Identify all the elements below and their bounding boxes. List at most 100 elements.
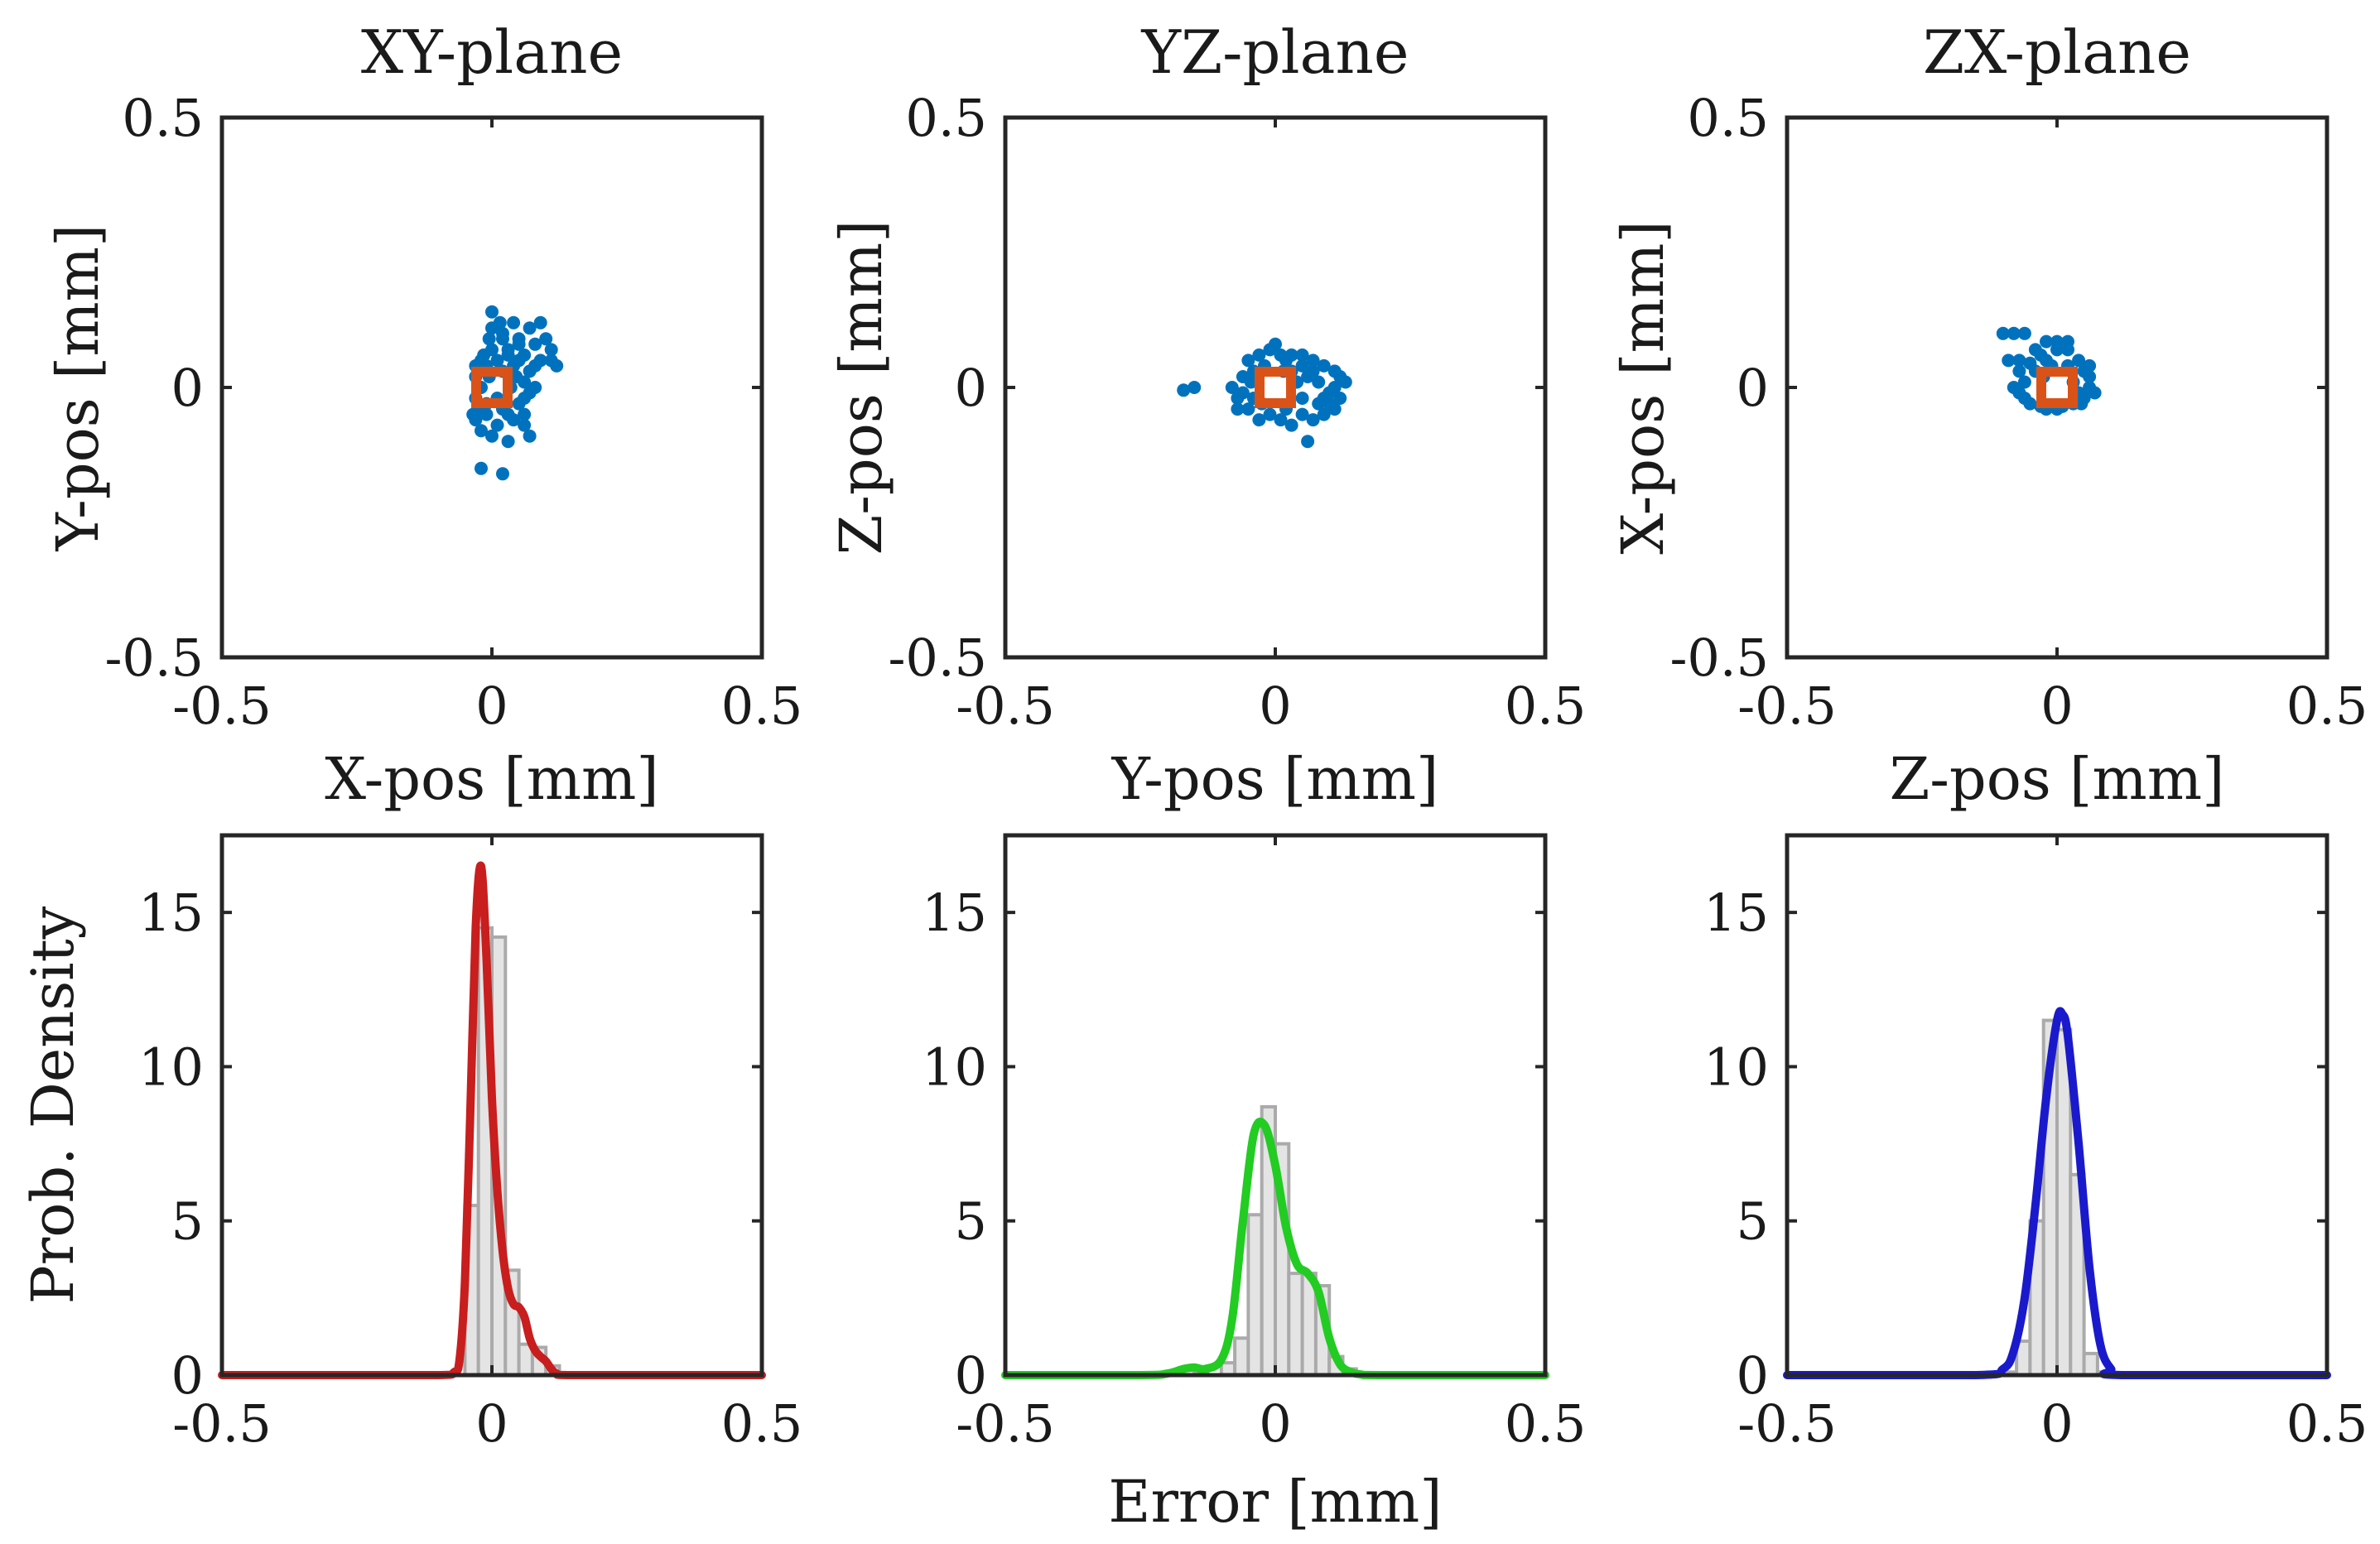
scatter-point [1274, 413, 1288, 427]
scatter-point [1241, 402, 1255, 416]
axes-frame [1003, 115, 1548, 660]
scatter-point [1295, 392, 1309, 405]
scatter-point [1996, 326, 2010, 340]
scatter-point [2050, 343, 2064, 357]
scatter-point [1231, 402, 1245, 416]
x-tick-label: -0.5 [1737, 1393, 1837, 1454]
scatter-point [485, 305, 499, 319]
scatter-point [518, 418, 532, 432]
scatter-point [496, 467, 509, 481]
y-tick-label: 5 [1737, 1191, 1769, 1252]
y-tick-label: 0 [171, 1345, 204, 1406]
y-tick-label: 0 [1737, 358, 1769, 418]
y-tick-label: 0.5 [122, 88, 204, 148]
y-tick-label: 0.5 [1687, 88, 1769, 148]
scatter-point [1177, 383, 1191, 397]
scatter-point [475, 461, 488, 475]
scatter-point [1306, 413, 1320, 427]
x-axis-label: Y-pos [mm] [1111, 745, 1439, 813]
x-tick-label: -0.5 [956, 1393, 1055, 1454]
scatter-point [528, 381, 542, 394]
y-tick-label: 5 [955, 1191, 987, 1252]
histogram-bar [1287, 1272, 1304, 1377]
axes-frame [219, 115, 764, 660]
x-tick-label: 0.5 [1505, 1393, 1587, 1454]
scatter-point [479, 407, 494, 421]
x-tick-label: -0.5 [172, 676, 272, 736]
scatter-point [507, 315, 521, 329]
scatter-point [550, 358, 564, 373]
scatter-point [482, 332, 496, 346]
scatter-point [1317, 358, 1331, 373]
scatter-panel-1: -0.5 0 0.5 -0.5 0 0.5 YZ-plane Y-pos [mm] Z-pos … [827, 17, 1586, 813]
scatter-point [1284, 418, 1298, 432]
scatter-point [1317, 392, 1331, 405]
scatter-panel-0: -0.5 0 0.5 -0.5 0 0.5 XY-plane X-pos [mm] Y-pos … [44, 17, 802, 813]
scatter-point [485, 321, 499, 335]
reference-marker [2036, 367, 2078, 408]
axes-frame [1785, 115, 2329, 660]
x-tick-label: 0.5 [2286, 676, 2368, 736]
y-axis-label: Z-pos [mm] [827, 220, 895, 556]
scatter-point [1295, 358, 1309, 373]
reference-marker [471, 367, 513, 408]
y-tick-label: 0 [955, 1345, 987, 1406]
x-tick-label: 0.5 [1505, 676, 1587, 736]
y-tick-label: -0.5 [1669, 628, 1769, 688]
scatter-point [1225, 381, 1239, 394]
scatter-point [1263, 407, 1277, 421]
scatter-point [2012, 364, 2026, 378]
scatter-point [2002, 354, 2016, 368]
x-tick-label: 0.5 [2286, 1393, 2368, 1454]
scatter-point [475, 424, 488, 438]
y-tick-label: -0.5 [888, 628, 987, 688]
scatter-point [1244, 375, 1258, 389]
scatter-point [1236, 386, 1250, 400]
scatter-point [509, 370, 523, 383]
scatter-point [1279, 354, 1293, 368]
histogram-bar [2082, 1351, 2099, 1378]
y-tick-label: 0 [1737, 1345, 1769, 1406]
scatter-point [1306, 354, 1320, 368]
x-tick-label: 0.5 [721, 676, 803, 736]
scatter-point [496, 332, 509, 346]
x-tick-label: 0 [1259, 676, 1291, 736]
x-tick-label: 0 [2040, 676, 2073, 736]
scatter-point [539, 332, 553, 346]
x-tick-label: 0 [475, 676, 508, 736]
scatter-point [2007, 326, 2021, 340]
panel-title: ZX-plane [1923, 17, 2191, 87]
scatter-point [501, 435, 515, 449]
scatter-point [528, 337, 542, 351]
histogram-bar [1233, 1336, 1250, 1378]
scatter-point [533, 315, 547, 329]
scatter-point [1301, 435, 1315, 449]
scatter-point [544, 343, 558, 357]
y-tick-label: 15 [138, 883, 204, 943]
y-tick-label: 0.5 [905, 88, 987, 148]
density-curve [218, 861, 766, 1380]
scatter-point [2017, 392, 2031, 405]
scatter-point [2040, 334, 2053, 349]
x-tick-label: -0.5 [956, 676, 1055, 736]
scatter-point [2023, 356, 2037, 370]
scatter-point [523, 429, 537, 443]
scatter-point [2012, 354, 2026, 368]
scatter-point [2072, 354, 2086, 368]
reference-marker [1255, 367, 1296, 408]
y-tick-label: 0 [955, 358, 987, 418]
scatter-point [523, 321, 537, 335]
scatter-point [1252, 413, 1266, 427]
x-axis-label: X-pos [mm] [325, 745, 659, 813]
scatter-point [1306, 364, 1320, 378]
x-tick-label: -0.5 [172, 1393, 272, 1454]
scatter-point [2028, 343, 2042, 357]
scatter-point [1295, 407, 1309, 421]
x-axis-label: Error [mm] [1108, 1468, 1442, 1536]
x-tick-label: -0.5 [1737, 676, 1837, 736]
scatter-point [528, 358, 542, 373]
scatter-point [1252, 348, 1266, 362]
x-tick-label: 0 [2040, 1393, 2073, 1454]
